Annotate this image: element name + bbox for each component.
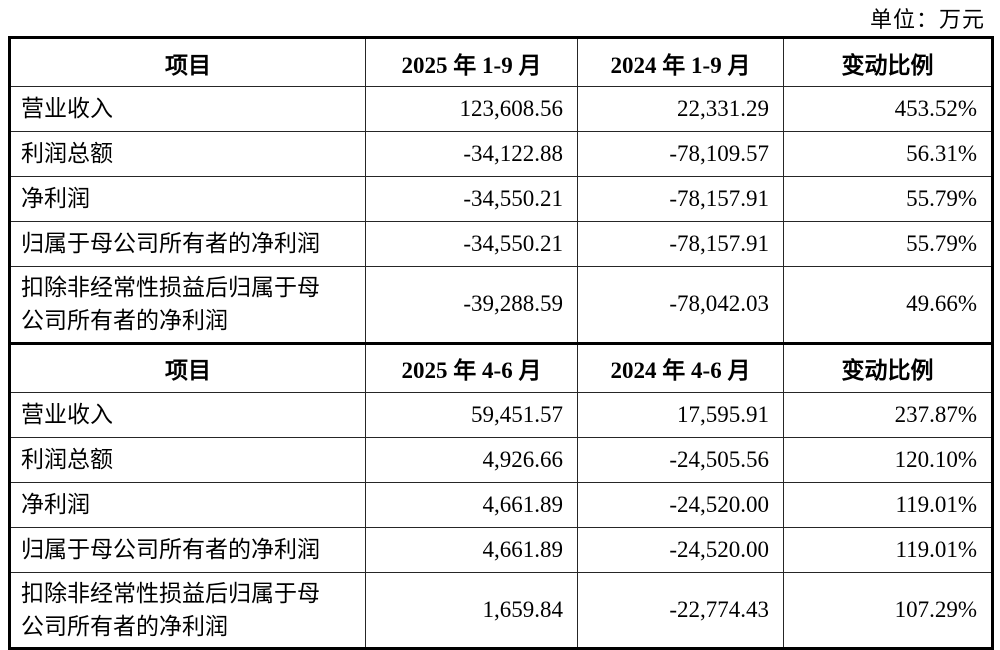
value-2024: -24,520.00	[577, 526, 784, 573]
row-label: 净利润	[9, 176, 366, 222]
unit-label: 单位：万元	[869, 7, 985, 32]
section-apr-jun: 项目 2025 年 4-6 月 2024 年 4-6 月 变动比例 营业收入 5…	[9, 341, 993, 650]
change-ratio: 120.10%	[783, 436, 993, 483]
table-row: 利润总额 -34,122.88 -78,109.57 56.31%	[9, 131, 993, 177]
value-2025: 123,608.56	[365, 86, 578, 132]
value-2025: 59,451.57	[365, 391, 578, 438]
section-jan-sep: 项目 2025 年 1-9 月 2024 年 1-9 月 变动比例 营业收入 1…	[9, 37, 993, 344]
value-2024: -24,505.56	[577, 436, 784, 483]
value-2024: -78,042.03	[577, 266, 784, 344]
financial-comparison-table: 项目 2025 年 1-9 月 2024 年 1-9 月 变动比例 营业收入 1…	[8, 36, 994, 650]
col-header-change-ratio: 变动比例	[783, 341, 993, 393]
col-header-period-2025: 2025 年 1-9 月	[365, 37, 578, 87]
value-2025: 4,661.89	[365, 481, 578, 528]
col-header-period-2024: 2024 年 1-9 月	[577, 37, 784, 87]
value-2025: -34,550.21	[365, 176, 578, 222]
value-2024: -24,520.00	[577, 481, 784, 528]
row-label: 扣除非经常性损益后归属于母 公司所有者的净利润	[9, 571, 366, 650]
row-label: 扣除非经常性损益后归属于母 公司所有者的净利润	[9, 266, 366, 344]
change-ratio: 107.29%	[783, 571, 993, 650]
value-2024: 22,331.29	[577, 86, 784, 132]
table-row: 归属于母公司所有者的净利润 4,661.89 -24,520.00 119.01…	[9, 526, 993, 573]
table-row: 营业收入 59,451.57 17,595.91 237.87%	[9, 391, 993, 438]
change-ratio: 55.79%	[783, 176, 993, 222]
change-ratio: 237.87%	[783, 391, 993, 438]
value-2024: -78,109.57	[577, 131, 784, 177]
change-ratio: 56.31%	[783, 131, 993, 177]
header-row: 项目 2025 年 4-6 月 2024 年 4-6 月 变动比例	[9, 341, 993, 393]
row-label: 营业收入	[9, 391, 366, 438]
table-row: 营业收入 123,608.56 22,331.29 453.52%	[9, 86, 993, 132]
table-row: 扣除非经常性损益后归属于母 公司所有者的净利润 1,659.84 -22,774…	[9, 571, 993, 650]
row-label: 营业收入	[9, 86, 366, 132]
change-ratio: 119.01%	[783, 526, 993, 573]
table-row: 归属于母公司所有者的净利润 -34,550.21 -78,157.91 55.7…	[9, 221, 993, 267]
table-row: 净利润 4,661.89 -24,520.00 119.01%	[9, 481, 993, 528]
value-2024: -78,157.91	[577, 221, 784, 267]
change-ratio: 453.52%	[783, 86, 993, 132]
value-2025: 1,659.84	[365, 571, 578, 650]
col-header-change-ratio: 变动比例	[783, 37, 993, 87]
row-label: 归属于母公司所有者的净利润	[9, 221, 366, 267]
table-row: 扣除非经常性损益后归属于母 公司所有者的净利润 -39,288.59 -78,0…	[9, 266, 993, 344]
change-ratio: 49.66%	[783, 266, 993, 344]
value-2024: -22,774.43	[577, 571, 784, 650]
row-label: 利润总额	[9, 131, 366, 177]
table-row: 利润总额 4,926.66 -24,505.56 120.10%	[9, 436, 993, 483]
col-header-period-2025: 2025 年 4-6 月	[365, 341, 578, 393]
col-header-item: 项目	[9, 37, 366, 87]
row-label: 利润总额	[9, 436, 366, 483]
table-row: 净利润 -34,550.21 -78,157.91 55.79%	[9, 176, 993, 222]
value-2025: -34,550.21	[365, 221, 578, 267]
value-2024: -78,157.91	[577, 176, 784, 222]
col-header-period-2024: 2024 年 4-6 月	[577, 341, 784, 393]
header-row: 项目 2025 年 1-9 月 2024 年 1-9 月 变动比例	[9, 37, 993, 87]
change-ratio: 119.01%	[783, 481, 993, 528]
value-2025: -39,288.59	[365, 266, 578, 344]
value-2025: 4,926.66	[365, 436, 578, 483]
change-ratio: 55.79%	[783, 221, 993, 267]
value-2025: -34,122.88	[365, 131, 578, 177]
col-header-item: 项目	[9, 341, 366, 393]
value-2025: 4,661.89	[365, 526, 578, 573]
value-2024: 17,595.91	[577, 391, 784, 438]
row-label: 归属于母公司所有者的净利润	[9, 526, 366, 573]
row-label: 净利润	[9, 481, 366, 528]
